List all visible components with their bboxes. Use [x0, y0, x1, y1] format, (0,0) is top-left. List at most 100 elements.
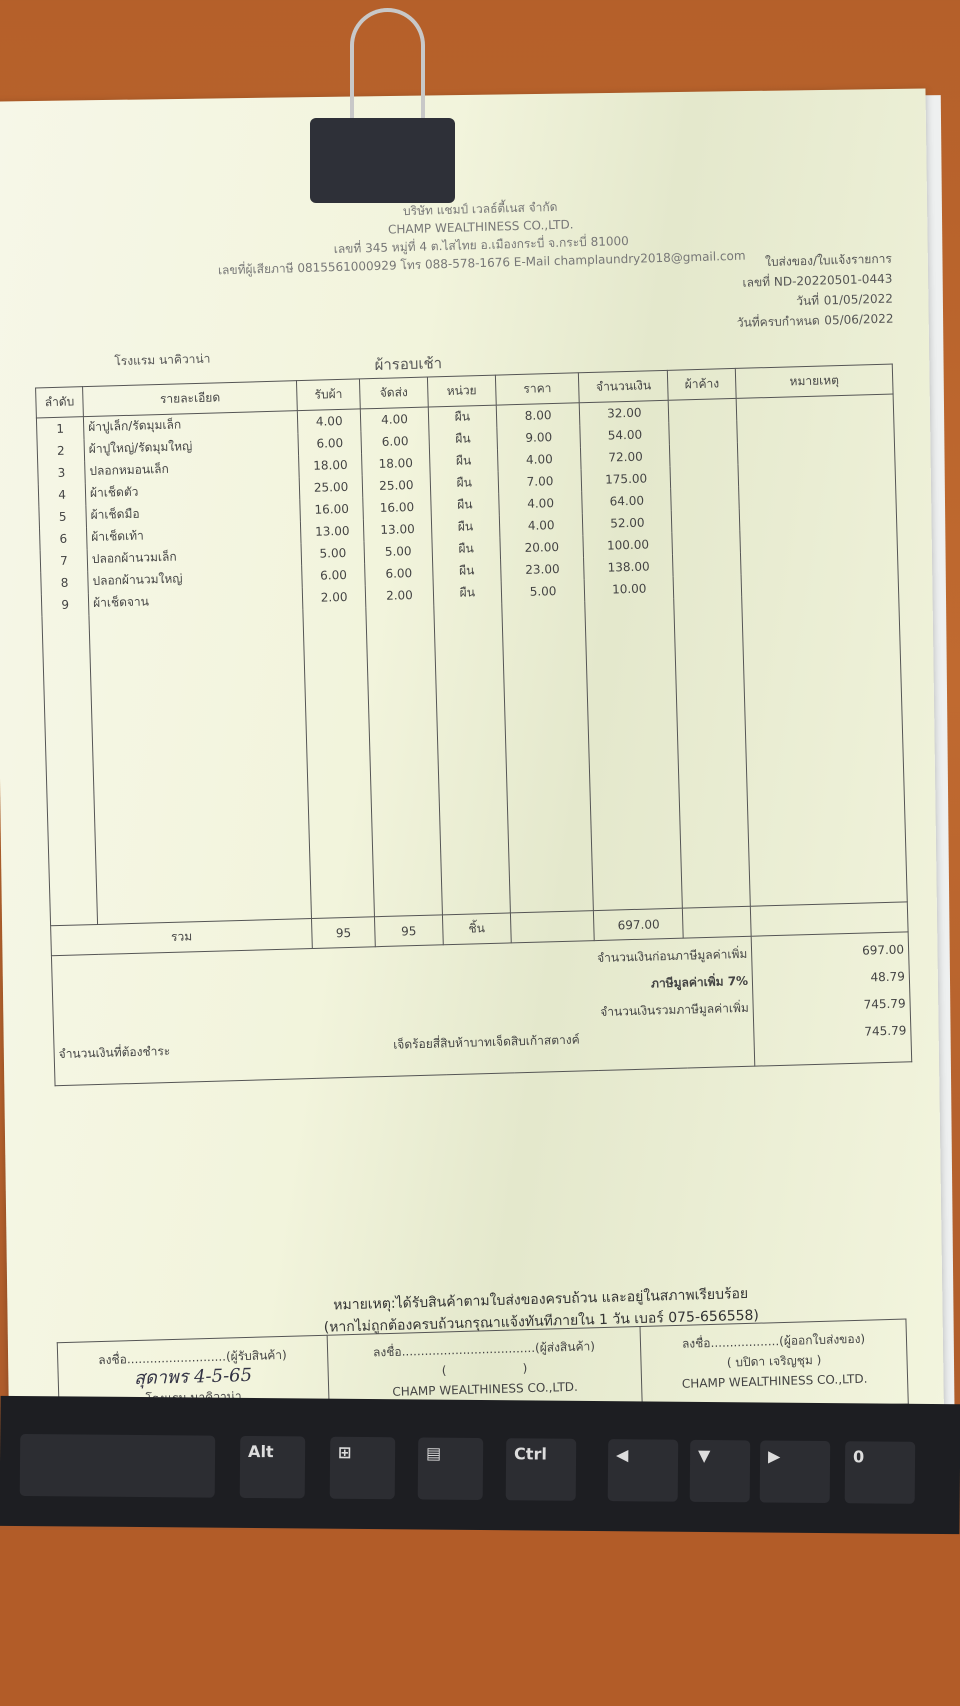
empty-cell	[365, 604, 443, 917]
document-meta: ใบส่งของ/ใบแจ้งรายการ เลขที่ ND-20220501…	[699, 249, 894, 334]
cell: 8	[40, 570, 89, 594]
empty-cell	[433, 603, 511, 915]
payable-amount: 745.79	[864, 1023, 907, 1039]
cell: 18.00	[361, 451, 430, 475]
wooden-desk	[0, 1530, 960, 1706]
key-arrow-right: ▶	[759, 1440, 831, 1504]
cell: 5	[38, 504, 87, 528]
cell: 32.00	[579, 400, 670, 425]
total-unit: ชิ้น	[442, 912, 512, 945]
empty-cell	[741, 591, 908, 907]
issuer-signature: ลงชื่อ..................(ผู้ออกใบส่งของ)…	[640, 1319, 909, 1412]
with-vat-amount: 745.79	[863, 996, 906, 1012]
cell	[670, 464, 739, 489]
cell: 175.00	[581, 466, 671, 491]
date: 01/05/2022	[823, 291, 894, 308]
cell: 6	[39, 526, 88, 550]
cell: 16.00	[362, 494, 432, 519]
cell: 9.00	[496, 424, 581, 450]
empty-cell	[673, 596, 751, 909]
column-header: หน่วย	[427, 375, 497, 408]
cell	[670, 486, 740, 511]
cell: 5.00	[363, 538, 433, 563]
cell: 9	[41, 592, 89, 616]
document-title: ผ้ารอบเช้า	[374, 354, 443, 375]
cell	[669, 420, 738, 445]
doc-no-label: เลขที่	[742, 274, 771, 290]
cell: 6.00	[364, 560, 434, 585]
cell: ผืน	[433, 581, 502, 605]
cell: 13.00	[363, 516, 432, 541]
cell: 72.00	[580, 444, 671, 469]
key-windows: ⊞	[329, 1436, 396, 1500]
cell: 6.00	[360, 429, 430, 453]
cell: 100.00	[583, 532, 673, 557]
empty-cell	[585, 598, 683, 911]
cell	[673, 574, 742, 599]
keyboard: Alt ⊞ ▤ Ctrl ◀ ▼ ▶ 0	[0, 1395, 960, 1535]
cell: 138.00	[583, 554, 674, 579]
cell: 4.00	[297, 408, 361, 433]
cell: ผืน	[431, 515, 500, 539]
cell: 5.00	[500, 578, 586, 604]
cell: 18.00	[298, 452, 363, 477]
key-blank	[19, 1433, 216, 1498]
cell	[668, 398, 737, 423]
due-date: 05/06/2022	[824, 311, 894, 328]
empty-cell	[41, 614, 98, 926]
cell: ผืน	[429, 449, 498, 474]
cell: 5.00	[301, 540, 365, 565]
cell: ผืน	[428, 427, 498, 452]
cell: 23.00	[500, 556, 585, 582]
cell: 4.00	[499, 512, 584, 538]
cell: 54.00	[580, 422, 670, 447]
empty-cell	[501, 600, 594, 913]
binder-clip	[310, 118, 455, 203]
total-delivered: 95	[374, 914, 444, 947]
key-arrow-down: ▼	[689, 1439, 751, 1503]
cell: 25.00	[299, 474, 363, 499]
cell: 4.00	[498, 490, 583, 516]
cell: 25.00	[362, 473, 431, 497]
payable-words: เจ็ดร้อยสี่สิบห้าบาทเจ็ดสิบเก้าสตางค์	[393, 1032, 580, 1052]
cell: 10.00	[584, 576, 674, 601]
cell: ผืน	[431, 537, 501, 561]
column-header: ลำดับ	[35, 386, 84, 418]
binder-clip-wire	[350, 8, 425, 188]
cell	[671, 508, 740, 533]
cell: 6.00	[298, 430, 362, 455]
key-alt: Alt	[239, 1435, 306, 1499]
customer-name: โรงแรม นาคิวาน่า	[114, 351, 211, 369]
cell: 20.00	[499, 534, 584, 560]
summary-block: จำนวนเงินก่อนภาษีมูลค่าเพิ่ม ภาษีมูลค่าเ…	[51, 931, 912, 1086]
cell	[672, 530, 741, 555]
cell: ผืน	[429, 471, 499, 495]
key-arrow-left: ◀	[607, 1439, 679, 1502]
cell: 4.00	[360, 407, 429, 431]
cell: ผืน	[432, 559, 501, 583]
due-label: วันที่ครบกำหนด	[736, 313, 820, 330]
cell: 7	[40, 548, 88, 572]
cell	[669, 442, 739, 467]
cell: 64.00	[582, 488, 672, 513]
column-header: ผ้าค้าง	[667, 368, 737, 401]
cell: 52.00	[582, 510, 673, 535]
column-header: จำนวนเงิน	[578, 370, 669, 403]
cell: 2.00	[365, 582, 434, 607]
before-vat-amount: 697.00	[861, 942, 905, 958]
cell: 8.00	[496, 402, 581, 428]
total-amount: 697.00	[593, 908, 684, 941]
cell: 2.00	[302, 584, 366, 609]
key-menu: ▤	[417, 1437, 484, 1501]
empty-cell	[88, 608, 312, 925]
column-header: ราคา	[495, 372, 580, 406]
column-header: รับผ้า	[296, 378, 361, 411]
payable-label: จำนวนเงินที่ต้องชำระ	[58, 1043, 171, 1062]
vat-amount: 48.79	[870, 969, 906, 985]
cell: 13.00	[300, 518, 364, 543]
key-zero: 0	[844, 1441, 916, 1504]
empty-cell	[303, 606, 375, 919]
cell: 4	[38, 482, 86, 506]
items-table: ลำดับ รายละเอียด รับผ้า จัดส่ง หน่วย ราคา จำนว…	[35, 364, 912, 1087]
column-header: จัดส่ง	[359, 377, 429, 409]
